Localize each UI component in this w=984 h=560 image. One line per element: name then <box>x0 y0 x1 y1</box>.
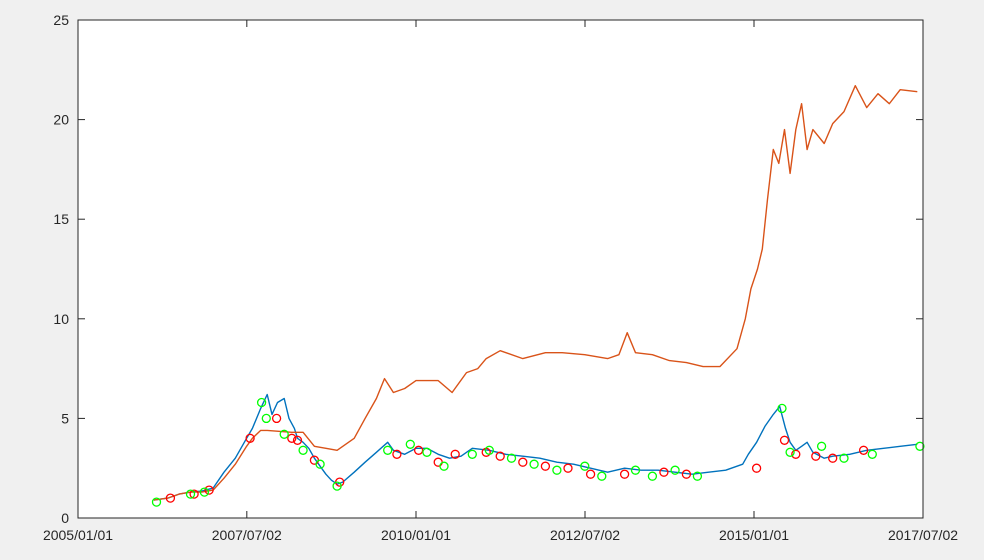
marker-point-4 <box>816 441 827 451</box>
marker-point-3 <box>204 485 214 495</box>
marker-point-3 <box>540 461 551 471</box>
marker-point-3 <box>791 449 801 459</box>
marker-point-3 <box>563 463 573 473</box>
marker-point-4 <box>439 461 449 471</box>
marker-point-4 <box>199 487 210 497</box>
marker-point-3 <box>585 469 596 479</box>
y-tick-label: 20 <box>53 112 69 128</box>
marker-point-4 <box>552 465 562 475</box>
x-tick-label: 2017/07/02 <box>888 527 958 543</box>
marker-point-3 <box>858 445 869 455</box>
marker-point-3 <box>751 463 762 473</box>
marker-point-4 <box>383 445 393 455</box>
marker-point-4 <box>405 439 415 449</box>
marker-point-3 <box>392 449 402 459</box>
marker-point-4 <box>580 461 590 471</box>
y-tick-label: 25 <box>53 12 69 28</box>
y-tick-label: 10 <box>53 311 69 327</box>
marker-point-4 <box>597 471 607 481</box>
y-tick-label: 0 <box>61 510 69 526</box>
marker-point-3 <box>779 435 790 445</box>
marker-point-4 <box>185 489 196 499</box>
marker-point-3 <box>450 449 460 459</box>
marker-point-4 <box>647 471 658 481</box>
axes-layer: 2005/01/01 2007/07/02 2010/01/01 2012/07/02… <box>43 12 958 543</box>
marker-point-4 <box>256 397 267 408</box>
marker-point-4 <box>151 497 162 507</box>
marker-point-3 <box>659 467 669 477</box>
marker-point-4 <box>839 453 849 463</box>
marker-point-4 <box>315 459 325 469</box>
marker-point-3 <box>271 413 282 424</box>
marker-point-4 <box>630 465 641 475</box>
marker-point-4 <box>332 481 342 491</box>
marker-point-3 <box>681 469 692 479</box>
x-tick-label: 2007/07/02 <box>212 527 282 543</box>
y-tick-label: 5 <box>61 410 69 426</box>
marker-point-4 <box>261 413 271 424</box>
marker-point-4 <box>777 403 787 414</box>
marker-point-4 <box>670 465 680 475</box>
marker-point-4 <box>529 459 539 469</box>
y-tick-label: 15 <box>53 211 69 227</box>
marker-point-4 <box>484 445 494 455</box>
plot-area <box>78 20 923 518</box>
marker-point-3 <box>245 433 255 443</box>
x-tick-label: 2015/01/01 <box>719 527 789 543</box>
marker-point-4 <box>785 447 795 457</box>
marker-layer <box>151 397 925 507</box>
marker-point-4 <box>915 441 925 451</box>
marker-point-4 <box>692 471 703 481</box>
marker-point-3 <box>811 451 821 461</box>
marker-point-4 <box>467 449 477 459</box>
marker-point-4 <box>422 447 432 457</box>
x-tick-label: 2012/07/02 <box>550 527 620 543</box>
marker-point-4 <box>867 449 877 459</box>
marker-point-3 <box>518 457 528 467</box>
marker-point-4 <box>506 453 517 463</box>
marker-point-3 <box>413 445 424 455</box>
x-tick-label: 2005/01/01 <box>43 527 113 543</box>
marker-point-3 <box>828 453 838 463</box>
series-layer <box>153 85 918 501</box>
marker-point-3 <box>292 435 303 445</box>
series-line-2 <box>153 85 918 501</box>
marker-point-4 <box>279 429 289 439</box>
x-tick-label: 2010/01/01 <box>381 527 451 543</box>
axes-box <box>77 19 924 519</box>
marker-point-4 <box>298 445 308 455</box>
marker-point-3 <box>165 493 176 503</box>
series-line-1 <box>153 393 918 501</box>
marker-point-3 <box>287 433 297 443</box>
marker-point-3 <box>619 469 630 479</box>
marker-point-3 <box>189 489 199 499</box>
marker-point-3 <box>495 451 505 461</box>
